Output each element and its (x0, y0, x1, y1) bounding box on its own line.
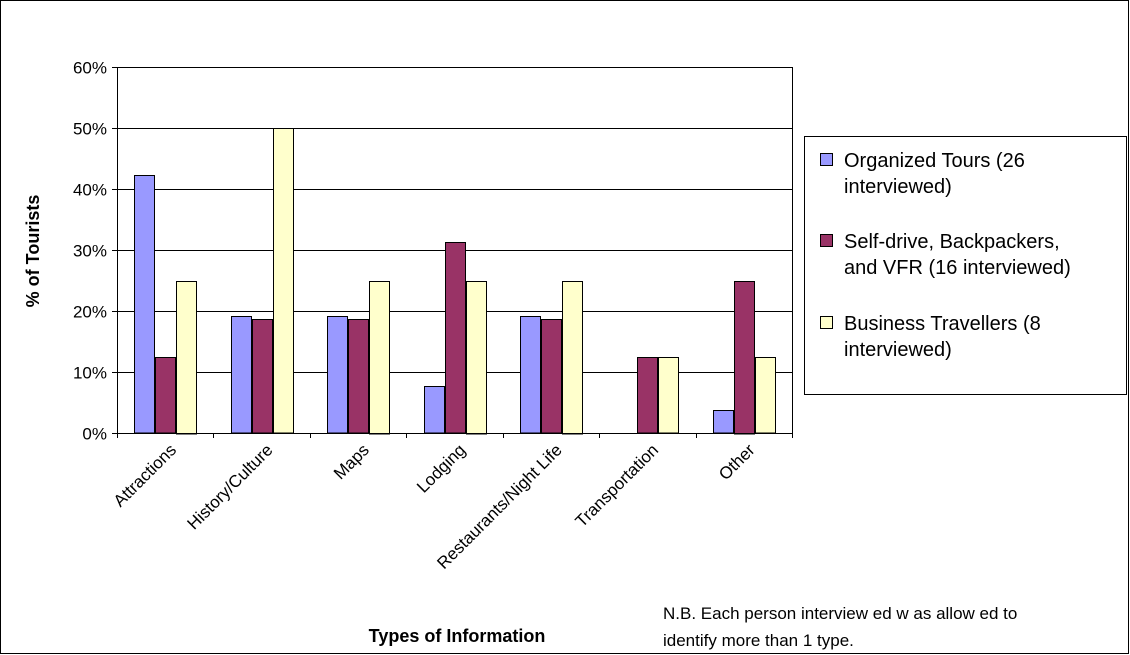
bars (134, 128, 776, 435)
bar (176, 281, 197, 435)
legend-swatch (820, 234, 833, 247)
bar (327, 316, 348, 434)
x-tick-label: History/Culture (184, 440, 277, 533)
y-tick-label: 50% (73, 120, 107, 139)
bar (369, 281, 390, 435)
legend-label: interviewed) (844, 339, 952, 361)
legend-label: interviewed) (844, 176, 952, 198)
x-tick-label: Maps (330, 440, 373, 483)
bar (445, 242, 466, 434)
y-tick-labels: 0% 10% 20% 30% 40% 50% 60% (73, 59, 107, 444)
bar (541, 319, 562, 434)
bar (231, 316, 252, 434)
bar (466, 281, 487, 435)
bar (658, 357, 679, 434)
y-axis-title: % of Tourists (23, 195, 43, 308)
bar (562, 281, 583, 435)
x-tick-label: Attractions (110, 440, 180, 510)
bar (348, 319, 369, 434)
bar (424, 386, 445, 434)
legend-label: Self-drive, Backpackers, (844, 231, 1060, 253)
bar (252, 319, 273, 434)
y-tick-label: 60% (73, 59, 107, 78)
y-tick-label: 40% (73, 181, 107, 200)
axes (112, 67, 793, 438)
bar (755, 357, 776, 434)
x-tick-label: Transportation (572, 440, 662, 530)
x-tick-labels: Attractions History/Culture Maps LodgingRes… (110, 440, 759, 573)
x-tick-label: Lodging (413, 440, 469, 496)
legend: Organized Tours (26 interviewed) Self-driv… (804, 136, 1127, 395)
legend-box (804, 136, 1127, 395)
legend-swatch (820, 153, 833, 166)
y-tick-label: 10% (73, 364, 107, 383)
legend-label: Organized Tours (26 (844, 150, 1025, 172)
footnote-line-1: N.B. Each person interview ed w as allow… (663, 604, 1018, 623)
x-axis-title: Types of Information (369, 626, 546, 646)
bar (155, 357, 176, 434)
bar (637, 357, 658, 434)
bar (273, 128, 294, 434)
y-tick-label: 0% (82, 425, 107, 444)
bar (713, 410, 734, 434)
legend-label: Business Travellers (8 (844, 313, 1041, 335)
legend-swatch (820, 316, 833, 329)
bar (134, 175, 155, 434)
y-tick-label: 20% (73, 303, 107, 322)
bar (734, 281, 755, 435)
footnote: N.B. Each person interview ed w as allow… (663, 600, 1130, 654)
x-tick-label: Other (715, 440, 759, 484)
bar (520, 316, 541, 434)
footnote-line-2: identify more than 1 type. (663, 631, 854, 650)
legend-label: and VFR (16 interviewed) (844, 257, 1071, 279)
y-tick-label: 30% (73, 242, 107, 261)
